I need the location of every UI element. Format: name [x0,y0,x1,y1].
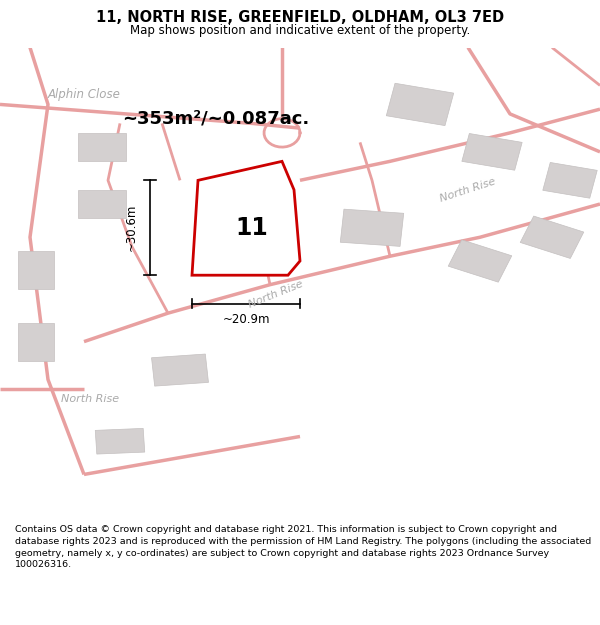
Polygon shape [340,209,404,246]
Polygon shape [386,83,454,126]
Text: Map shows position and indicative extent of the property.: Map shows position and indicative extent… [130,24,470,37]
Polygon shape [18,251,54,289]
Text: 11: 11 [236,216,268,240]
Polygon shape [18,322,54,361]
Text: Alphin Close: Alphin Close [48,88,121,101]
Polygon shape [152,354,208,386]
Text: North Rise: North Rise [61,394,119,404]
Polygon shape [95,428,145,454]
Text: ~30.6m: ~30.6m [125,204,138,251]
Polygon shape [78,133,126,161]
Text: North Rise: North Rise [247,279,305,310]
Text: ~353m²/~0.087ac.: ~353m²/~0.087ac. [122,109,310,128]
Polygon shape [78,190,126,218]
Polygon shape [462,134,522,170]
Text: Contains OS data © Crown copyright and database right 2021. This information is : Contains OS data © Crown copyright and d… [15,525,591,569]
Polygon shape [520,216,584,259]
Polygon shape [448,240,512,282]
Polygon shape [192,161,300,275]
Text: North Rise: North Rise [439,176,497,204]
Text: 11, NORTH RISE, GREENFIELD, OLDHAM, OL3 7ED: 11, NORTH RISE, GREENFIELD, OLDHAM, OL3 … [96,11,504,26]
Polygon shape [543,162,597,198]
Text: ~20.9m: ~20.9m [222,313,270,326]
